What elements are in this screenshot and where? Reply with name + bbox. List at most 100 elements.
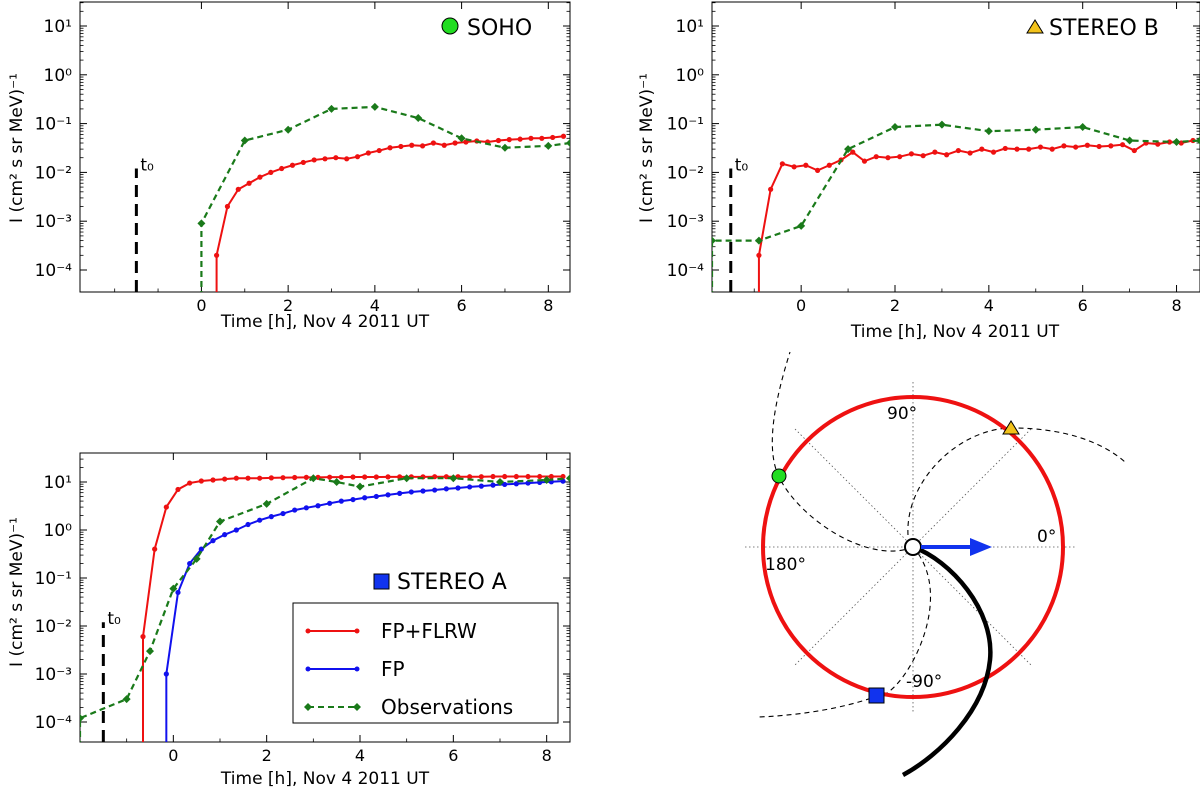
stereo_b-series-fp_flrw-point [1131,147,1137,154]
stereo_b-series-obs-point [754,236,763,245]
soho-series-fp_flrw-point [246,180,252,186]
stereo_b-y-tick-label: 10⁻² [667,163,704,183]
stereo-a-title: STEREO A [397,570,507,595]
stereo-a-position-marker [868,687,885,704]
stereo_a-series-fp-point [280,510,286,517]
soho-series-fp_flrw-point [517,136,523,142]
stereo_b-t0-label: t₀ [735,156,749,176]
stereo_a-series-fp_flrw-point [280,475,286,481]
soho-series-fp_flrw-point [344,156,350,162]
soho-series-obs-point [284,125,293,134]
soho-series-fp_flrw-point [463,139,469,145]
stereo_b-x-tick-label: 4 [984,296,994,315]
stereo_a-series-fp_flrw-point [478,474,484,480]
soho-x-tick-label: 6 [456,296,466,315]
stereo_a-series-obs-point [216,517,224,526]
stereo_b-series-obs-point [1031,125,1040,134]
soho-y-tick-label: 10⁻³ [35,212,72,232]
stereo_b-series-fp_flrw-point [885,155,891,161]
stereo_b-series-obs-point [1125,136,1134,145]
stereo_a-y-tick-label: 10⁻⁴ [35,713,73,733]
soho-x-tick-label: 0 [196,296,206,315]
stereo_a-series-obs-line [80,477,570,742]
legend-entry-fp-flrw: FP+FLRW [305,619,477,643]
stereo_a-series-obs-point [542,476,551,485]
stereo_a-series-fp_flrw-point [292,474,298,481]
stereo_b-series-fp_flrw-point [768,186,774,192]
stereo_a-series-obs-point [449,474,458,483]
stereo_b-series-obs-point [1196,136,1200,145]
soho-series-obs-point [370,102,379,111]
stereo_a-series-obs-point [122,695,131,704]
stereo_a-y-tick-label: 10⁻² [35,617,72,637]
stereo_a-x-tick-label: 6 [448,746,458,765]
stereo_b-series-fp_flrw-point [967,150,973,156]
legend-box: FP+FLRW FP Observations [292,602,559,724]
stereo_a-series-obs-point [146,647,154,656]
soho-x-tick-label: 8 [543,296,553,315]
stereo_a-series-fp_flrw-point [327,474,333,480]
soho-legend-marker [441,17,459,35]
soho-series-fp_flrw-point [430,140,437,146]
soho-t0-label: t₀ [140,156,154,176]
stereo_a-x-tick-label: 8 [542,746,552,765]
stereo_a-series-obs-point [80,714,84,723]
soho-series-obs-point [500,143,509,152]
stereo_a-series-fp-point [210,538,216,544]
stereo_a-series-obs-point [356,482,364,491]
stereo_a-series-fp-point [443,486,449,492]
angle-label-90: 90° [887,404,917,424]
stereo_b-series-fp_flrw-point [1049,146,1055,152]
stereo_b-series-obs-point [891,123,899,132]
panel-soho: 0 2 4 6 8 10⁻⁴ 10⁻³ 10⁻² 10⁻¹ 10⁰ 10¹ t₀ I (cm² s s… [7,1,571,332]
orbit-diagram: 90° 0° 180° -90° [745,351,1126,777]
angle-label-180: 180° [765,555,806,575]
soho-series-fp_flrw-point [560,133,567,139]
stereo_b-series-fp_flrw-point [1061,143,1067,149]
stereo_b-series-fp_flrw-point [850,149,856,155]
stereo-a-ylabel: I (cm² s sr MeV)⁻¹ [7,517,27,667]
orbit-circle [761,395,1065,699]
stereo_b-series-obs-point [937,120,946,129]
stereo_a-y-tick-label: 10¹ [44,473,72,493]
soho-series-fp_flrw-point [279,165,285,172]
stereo_a-series-fp-point [315,503,321,509]
stereo_b-series-fp_flrw-point [826,162,832,168]
soho-x-tick-label: 2 [283,296,293,315]
stereo_b-series-fp_flrw-point [814,167,821,173]
stereo_b-series-fp_flrw-point [1002,145,1008,152]
soho-series-obs-point [327,104,336,113]
soho-series-fp_flrw-point [409,142,415,148]
stereo-b-plot-area: 0 2 4 6 8 10⁻⁴ 10⁻³ 10⁻² 10⁻¹ 10⁰ 10¹ t₀ [667,1,1200,315]
stereo-a-xlabel: Time [h], Nov 4 2011 UT [220,769,430,789]
stereo_b-series-fp_flrw-point [1108,143,1114,149]
stereo_b-series-fp_flrw-point [873,154,879,160]
stereo_b-series-fp_flrw-point [1084,142,1090,148]
stereo_a-series-fp-point [478,483,484,489]
stereo_b-series-fp_flrw-point [990,149,997,155]
stereo_a-series-fp-point [268,514,274,520]
stereo_b-series-obs-point [1078,123,1087,132]
stereo_b-series-obs-point [844,145,853,154]
stereo_a-series-fp_flrw-point [210,477,216,483]
stereo_a-series-fp-point [350,496,356,503]
parker-spirals [757,351,1126,718]
stereo_b-axes-frame [711,1,1200,293]
soho-series-fp_flrw-point [495,137,502,144]
stereo_a-series-fp_flrw-point [163,504,169,510]
stereo_a-series-fp_flrw-point [525,473,531,480]
soho-series-fp_flrw-point [311,157,317,163]
stereo_a-series-fp_flrw-point [513,473,519,480]
stereo_b-y-tick-label: 10⁻⁴ [667,261,705,281]
angle-label-minus-90: -90° [906,672,942,692]
stereo_a-series-fp-point [327,500,333,506]
stereo_b-series-fp_flrw-point [1119,142,1126,148]
legend-label-observations: Observations [381,695,513,719]
stereo_a-series-fp-point [245,521,251,528]
stereo_a-series-fp-point [303,505,309,511]
soho-series-fp_flrw-point [550,134,556,141]
stereo_a-series-fp-point [397,490,403,496]
soho-series-obs-point [566,139,570,148]
stereo_a-series-fp_flrw-point [268,475,274,481]
